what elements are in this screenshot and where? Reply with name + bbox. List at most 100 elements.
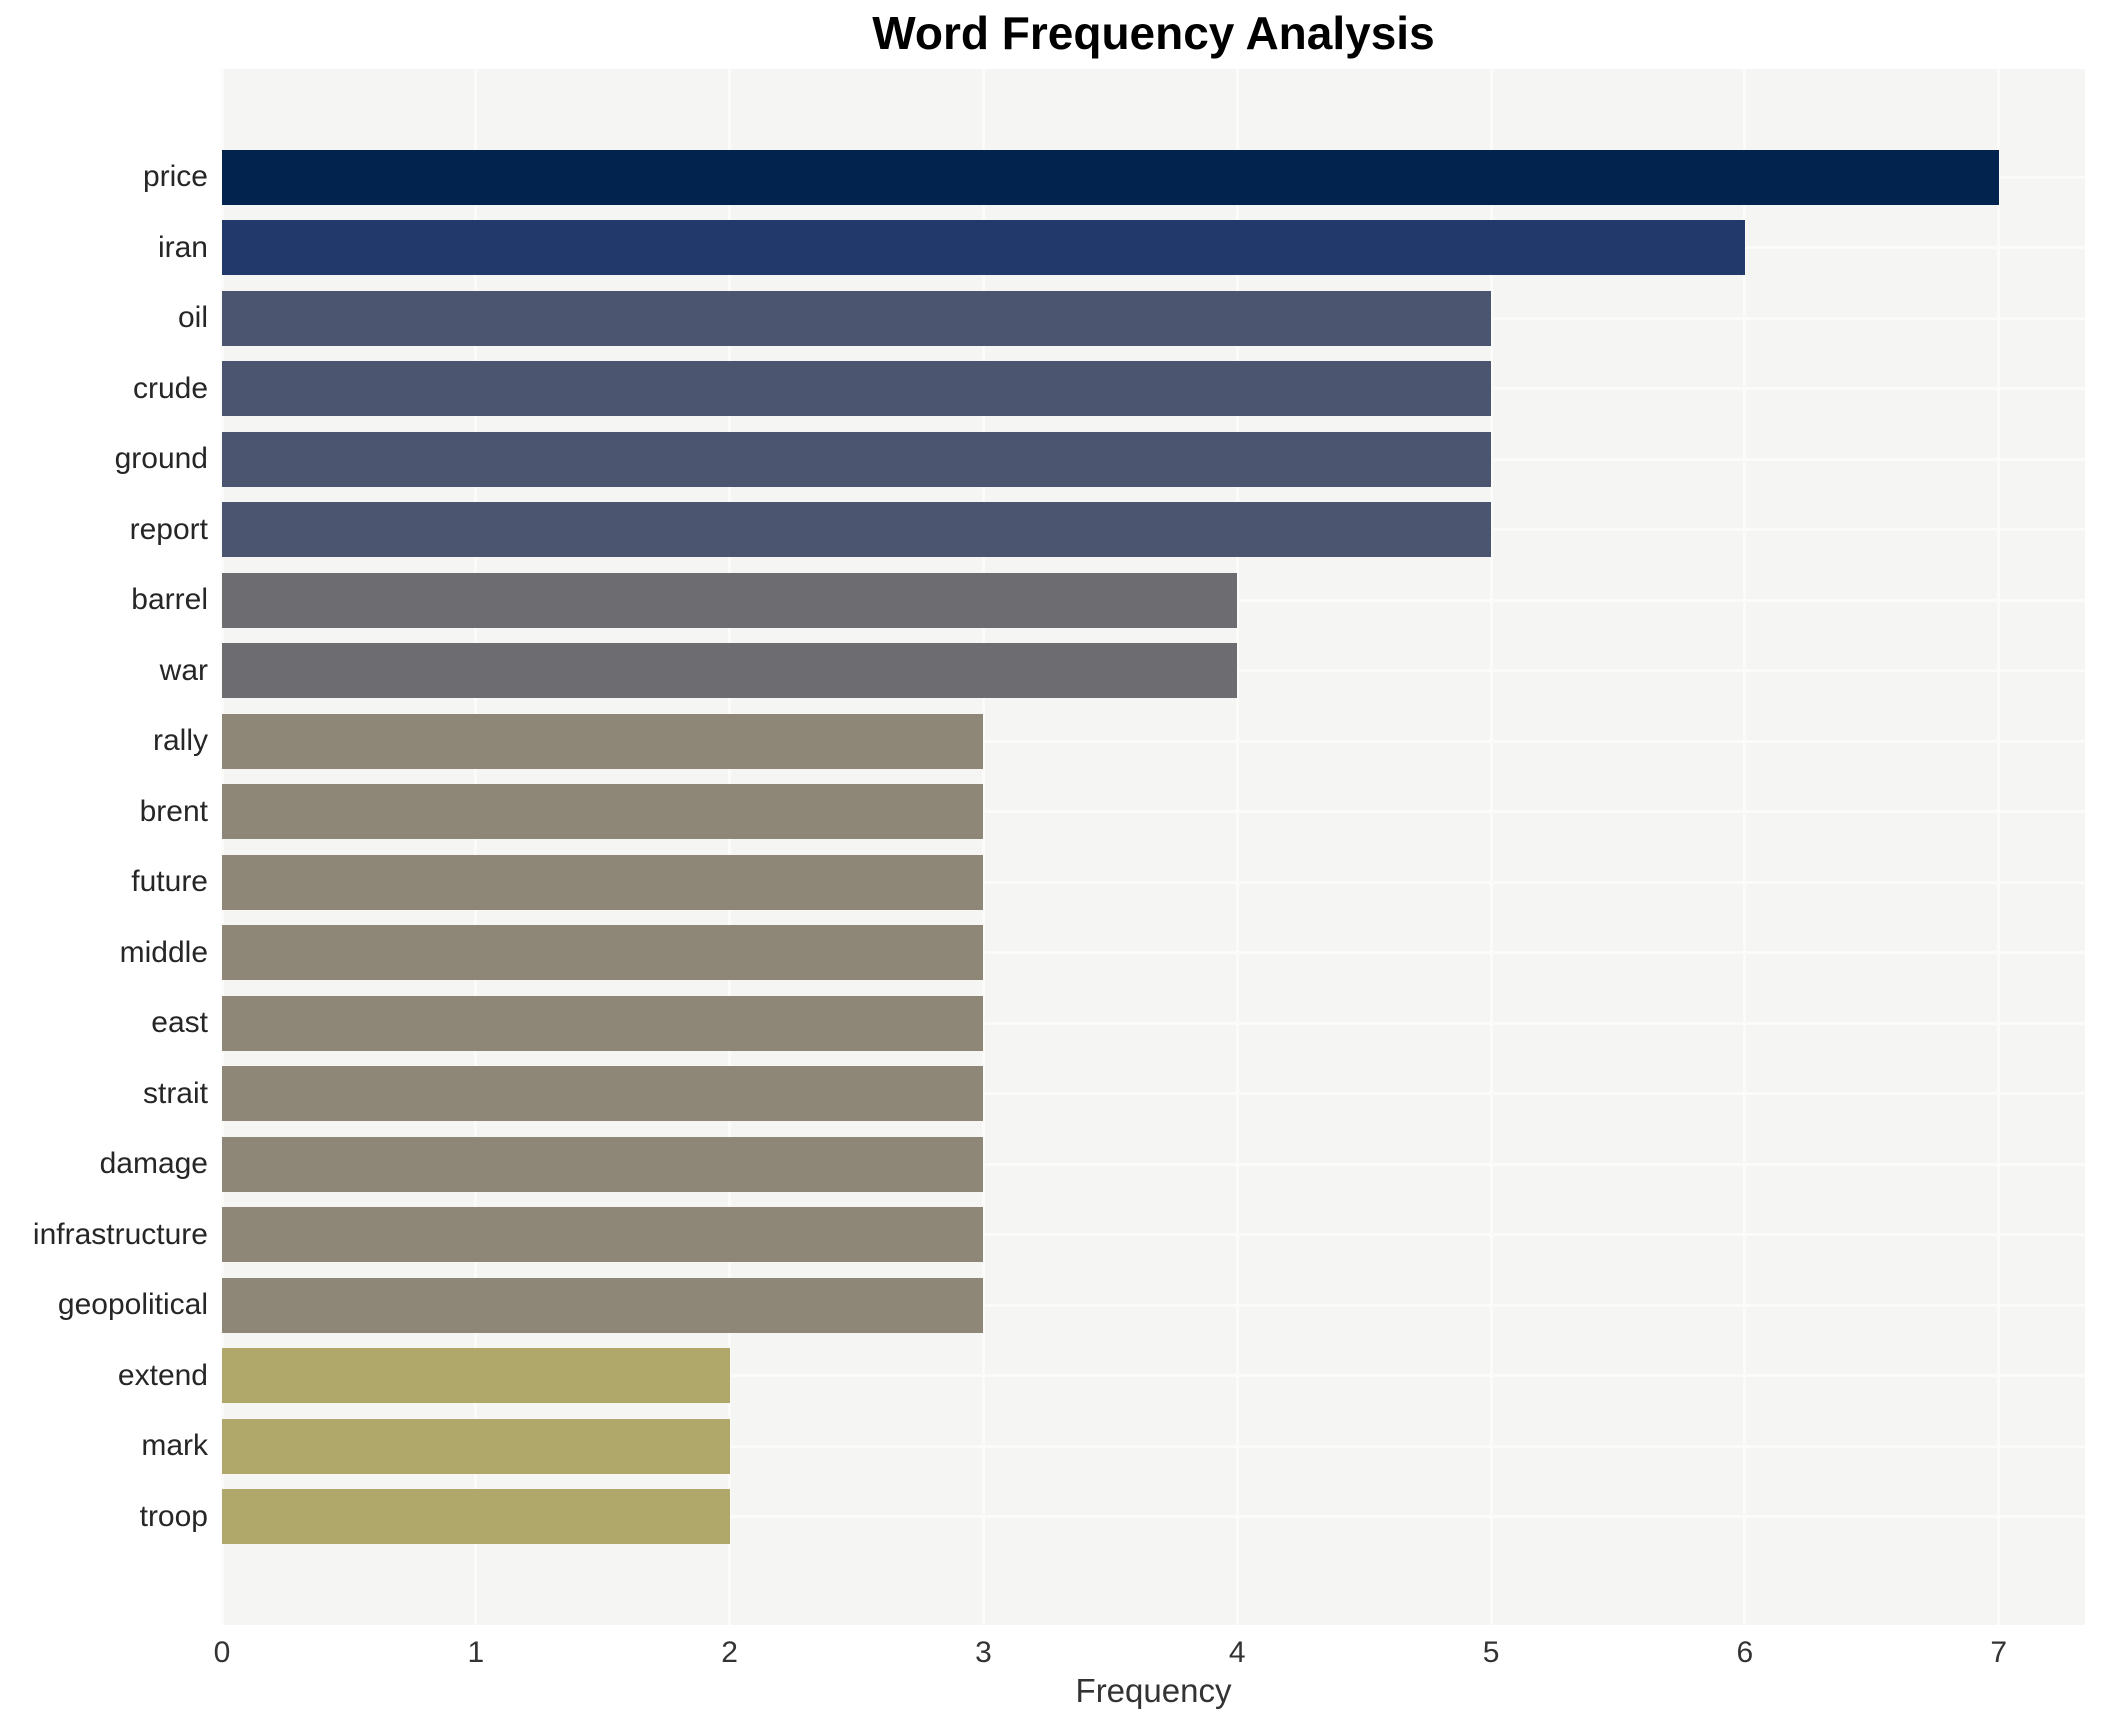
bar-track: [222, 1489, 2085, 1545]
y-axis-label: damage: [99, 1147, 208, 1181]
bar-row: middle: [0, 918, 2103, 989]
bar-track: [222, 1136, 2085, 1192]
bar-track: [222, 1207, 2085, 1263]
bar: [222, 925, 984, 981]
x-tick-label: 3: [975, 1636, 992, 1669]
bar: [222, 1277, 984, 1333]
y-axis-label: barrel: [131, 583, 208, 617]
x-tick-label: 1: [467, 1636, 485, 1669]
gridline: [1489, 69, 1493, 1625]
y-axis-label: troop: [139, 1499, 208, 1533]
x-tick-label: 4: [1228, 1636, 1246, 1669]
bar: [222, 290, 1492, 346]
gridline: [728, 69, 732, 1625]
bar-track: [222, 713, 2085, 769]
y-axis-label: geopolitical: [57, 1288, 208, 1322]
bar: [222, 1348, 730, 1404]
bar-row: strait: [0, 1059, 2103, 1130]
bar: [222, 854, 984, 910]
bar: [222, 1207, 984, 1263]
bar-row: mark: [0, 1411, 2103, 1482]
bar-row: price: [0, 142, 2103, 213]
y-axis-label: iran: [157, 230, 208, 264]
gridline: [1743, 69, 1747, 1625]
bar-track: [222, 643, 2085, 699]
bar-row: ground: [0, 424, 2103, 495]
bar: [222, 713, 984, 769]
bar-track: [222, 431, 2085, 487]
bar-row: extend: [0, 1341, 2103, 1412]
y-axis-label: war: [159, 653, 208, 687]
bars-container: price iran oil crude ground report barrel war ra…: [0, 69, 2103, 1625]
bar: [222, 1066, 984, 1122]
bar: [222, 361, 1492, 417]
gridline: [474, 69, 478, 1625]
y-axis-label: price: [142, 160, 208, 194]
bar-track: [222, 290, 2085, 346]
x-tick-label: 7: [1990, 1636, 2008, 1669]
bar-row: oil: [0, 283, 2103, 354]
gridline: [981, 69, 985, 1625]
y-axis-label: extend: [117, 1358, 208, 1392]
bar: [222, 149, 1999, 205]
y-axis-label: middle: [119, 935, 208, 969]
y-axis-label: rally: [152, 724, 208, 758]
bar-row: rally: [0, 706, 2103, 777]
bar-track: [222, 1066, 2085, 1122]
bar-track: [222, 361, 2085, 417]
y-axis-label: report: [129, 512, 208, 546]
x-tick-label: 2: [721, 1636, 738, 1669]
bar-row: iran: [0, 213, 2103, 284]
bar: [222, 572, 1238, 628]
bar-track: [222, 854, 2085, 910]
bar-track: [222, 995, 2085, 1051]
bar: [222, 502, 1492, 558]
bar: [222, 1489, 730, 1545]
bar-row: damage: [0, 1129, 2103, 1200]
y-axis-label: mark: [141, 1429, 208, 1463]
bar-track: [222, 502, 2085, 558]
bar-row: barrel: [0, 565, 2103, 636]
chart-title: Word Frequency Analysis: [872, 7, 1435, 59]
bar-row: crude: [0, 354, 2103, 425]
y-axis-label: east: [151, 1006, 208, 1040]
bar-track: [222, 220, 2085, 276]
y-axis-label: ground: [114, 442, 208, 476]
bar-track: [222, 784, 2085, 840]
bar: [222, 1136, 984, 1192]
bar-track: [222, 925, 2085, 981]
bar-track: [222, 1348, 2085, 1404]
bar: [222, 784, 984, 840]
y-axis-label: brent: [139, 794, 208, 828]
gridline: [220, 69, 224, 1625]
bar-track: [222, 572, 2085, 628]
y-axis-label: oil: [177, 301, 208, 335]
bar-track: [222, 1277, 2085, 1333]
y-axis-label: future: [131, 865, 208, 899]
bar-track: [222, 149, 2085, 205]
bar: [222, 1418, 730, 1474]
bar-row: east: [0, 988, 2103, 1059]
x-axis-ticks: 0 1 2 3 4 5 6 7: [214, 1636, 2085, 1676]
bar-row: troop: [0, 1482, 2103, 1553]
gridline: [1997, 69, 2001, 1625]
x-tick-label: 0: [213, 1636, 231, 1669]
bar-track: [222, 1418, 2085, 1474]
y-axis-label: infrastructure: [32, 1217, 208, 1251]
bar-row: report: [0, 495, 2103, 566]
bar-row: infrastructure: [0, 1200, 2103, 1271]
bar-row: future: [0, 847, 2103, 918]
bar-row: geopolitical: [0, 1270, 2103, 1341]
x-tick-label: 6: [1736, 1636, 1754, 1669]
gridline: [1235, 69, 1239, 1625]
bar: [222, 643, 1238, 699]
bar-row: brent: [0, 777, 2103, 848]
bar: [222, 995, 984, 1051]
bar-row: war: [0, 636, 2103, 707]
bar: [222, 431, 1492, 487]
x-axis-label: Frequency: [1075, 1672, 1232, 1709]
y-axis-label: strait: [142, 1076, 208, 1110]
x-tick-label: 5: [1482, 1636, 1500, 1669]
bar: [222, 220, 1745, 276]
